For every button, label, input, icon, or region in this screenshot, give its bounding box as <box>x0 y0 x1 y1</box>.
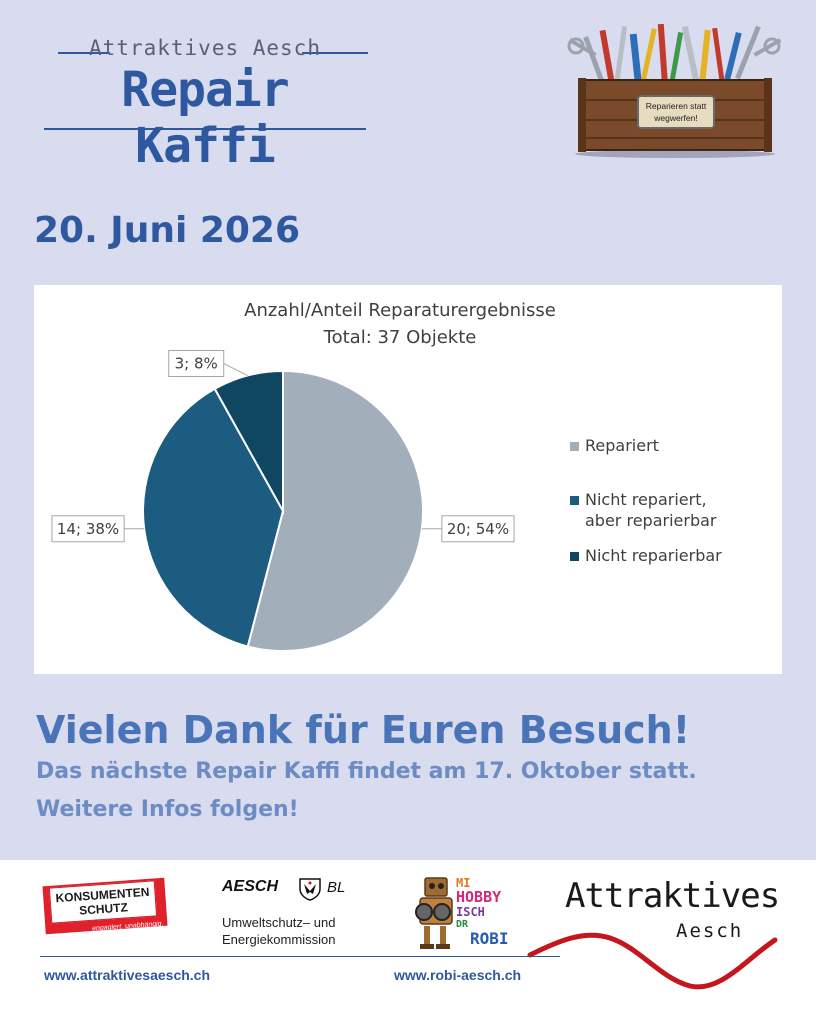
robi-dr: DR <box>456 919 469 930</box>
attraktives-aesch: Aesch <box>676 920 744 942</box>
footer: KONSUMENTEN SCHUTZ engagiert. unabhängig… <box>0 860 816 1020</box>
chart-subtitle: Total: 37 Objekte <box>323 327 477 348</box>
url-attraktivesaesch[interactable]: www.attraktivesaesch.ch <box>44 967 211 983</box>
data-label-2: 14; 38% <box>51 515 145 543</box>
repair-kaffi-logo: Attraktives Aesch Repair Kaffi <box>40 36 370 174</box>
more-info-text: Weitere Infos folgen! <box>36 797 299 822</box>
svg-text:14; 38%: 14; 38% <box>57 520 119 538</box>
legend-item-2: Nicht repariert, aber reparierbar <box>570 490 717 530</box>
aesch-sub-line-2: Energiekommission <box>222 932 336 947</box>
pie-slice-3 <box>213 369 284 515</box>
robi-mi: MI <box>456 876 471 890</box>
toolbox-sign-line-1: Reparieren statt <box>646 101 707 111</box>
svg-text:Repariert: Repariert <box>585 436 659 455</box>
robot-icon <box>415 877 453 949</box>
chart-title: Anzahl/Anteil Reparaturergebnisse <box>244 300 556 321</box>
konsumentenschutz-logo: KONSUMENTEN SCHUTZ engagiert. unabhängig… <box>40 877 172 940</box>
logo-rule-right <box>302 52 368 54</box>
toolbox-sign <box>637 95 715 129</box>
logo-rule-bottom <box>44 128 366 130</box>
toolbox-sign-line-2: wegwerfen! <box>653 113 697 123</box>
footer-rule <box>40 956 560 957</box>
aesch-crest-icon <box>299 878 321 901</box>
chart-legend: Repariert Nicht repariert, aber reparierba… <box>570 436 722 565</box>
aesch-sub-line-1: Umweltschutz– und <box>222 915 336 930</box>
data-label-1: 20; 54% <box>421 515 515 543</box>
svg-text:20; 54%: 20; 54% <box>447 520 509 538</box>
chart-panel: Anzahl/Anteil Reparaturergebnisse Total:… <box>34 285 782 674</box>
pie-data-labels: 20; 54% 14; 38% 3; 8% <box>51 350 515 543</box>
aesch-title: AESCH <box>222 878 279 895</box>
logo-rule-left <box>58 52 110 54</box>
robi-isch: ISCH <box>456 905 485 919</box>
url-robi-aesch[interactable]: www.robi-aesch.ch <box>394 967 522 983</box>
logo-subtitle: Attraktives Aesch <box>89 36 321 60</box>
thanks-heading: Vielen Dank für Euren Besuch! <box>36 708 691 752</box>
robi-logo: MI HOBBY ISCH DR ROBI <box>410 872 520 952</box>
event-date: 20. Juni 2026 <box>34 210 301 251</box>
robi-robi: ROBI <box>470 929 509 948</box>
attraktives-name: Attraktives <box>565 876 780 916</box>
red-wave-decoration <box>527 932 778 990</box>
svg-text:Nicht repariert,: Nicht repariert, <box>585 490 707 509</box>
svg-text:aber reparierbar: aber reparierbar <box>585 511 717 530</box>
aesch-canton: BL <box>327 879 346 896</box>
data-label-3: 3; 8% <box>168 350 248 378</box>
legend-item-3: Nicht reparierbar <box>570 546 722 565</box>
pie-chart: Anzahl/Anteil Reparaturergebnisse Total:… <box>51 300 722 652</box>
pie-slices <box>142 369 424 652</box>
legend-item-1: Repariert <box>570 436 659 455</box>
robi-hobby: HOBBY <box>456 888 502 906</box>
pie-slice-1 <box>246 369 424 652</box>
tools-icon <box>567 23 782 83</box>
svg-text:Nicht reparierbar: Nicht reparierbar <box>585 546 722 565</box>
next-event-text: Das nächste Repair Kaffi findet am 17. O… <box>36 759 697 784</box>
toolbox-illustration: Reparieren statt wegwerfen! <box>567 23 782 158</box>
logo-title: Repair Kaffi <box>121 62 289 174</box>
aesch-commission: Umweltschutz– und Energiekommission <box>222 914 335 948</box>
svg-text:3; 8%: 3; 8% <box>175 355 218 373</box>
